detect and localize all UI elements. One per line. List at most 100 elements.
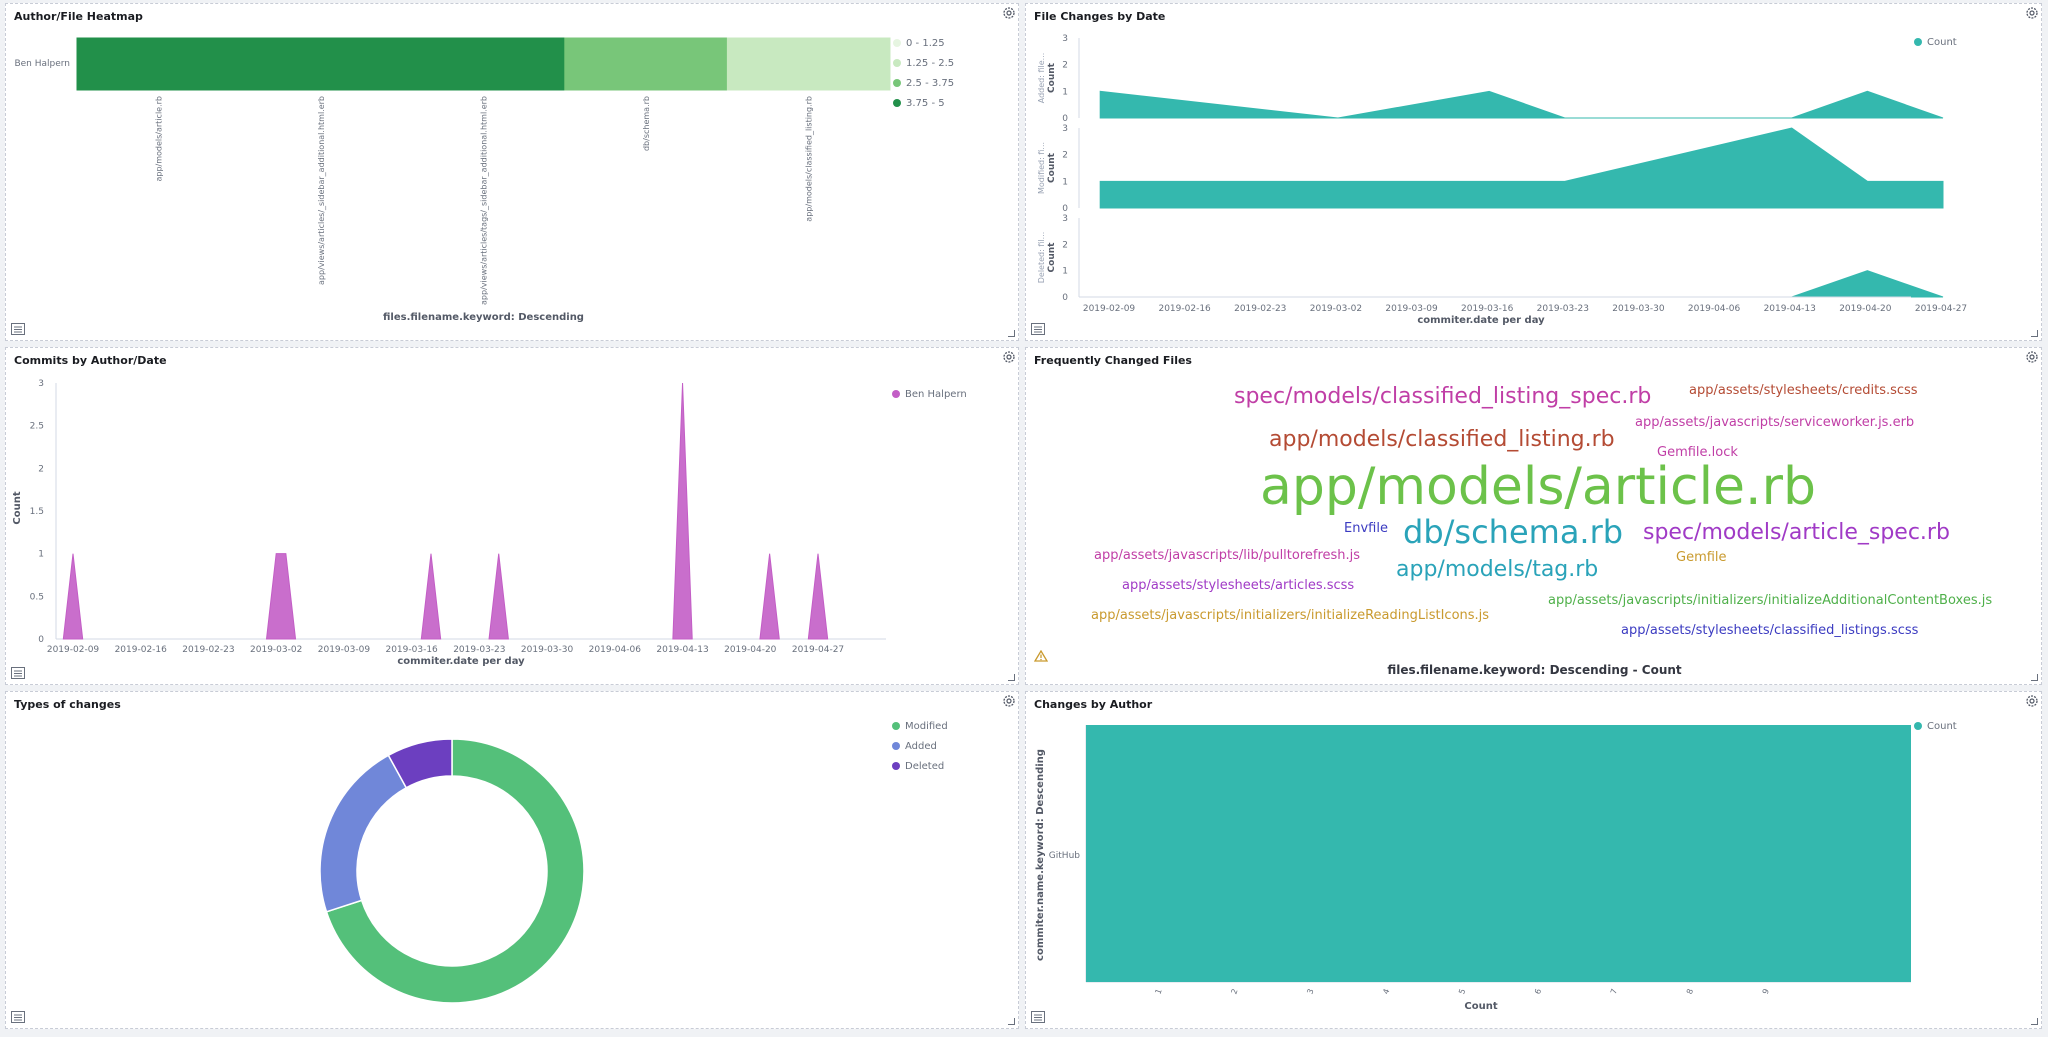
resize-handle[interactable] [1008,674,1015,681]
fc-y-tick: 3 [1062,124,1068,134]
gear-icon[interactable] [2025,694,2039,708]
legend-item[interactable]: Added [892,736,948,756]
fc-count-label: Count [1047,152,1057,183]
commits-y-tick: 1.5 [30,507,44,517]
bar-y-label: commiter.name.keyword: Descending [1035,749,1046,961]
legend-item[interactable]: 0 - 1.25 [893,33,954,53]
donut-slice [387,738,453,789]
wordcloud-caption: files.filename.keyword: Descending - Cou… [1387,663,1682,677]
fc-x-caption: commiter.date per day [1417,315,1545,326]
gear-icon[interactable] [2025,6,2039,20]
commits-y-tick: 0.5 [30,592,44,602]
bar-legend: Count [1914,716,1957,736]
fc-x-tick: 2019-02-16 [1158,304,1211,314]
commits-x-tick: 2019-04-06 [589,645,642,655]
list-icon[interactable] [1031,323,1045,335]
commits-peak [488,553,509,640]
fc-y-tick: 3 [1062,214,1068,224]
commits-x-tick: 2019-02-09 [47,645,100,655]
word-article-rb[interactable]: app/models/article.rb [1260,457,1816,517]
commits-x-tick: 2019-02-16 [115,645,168,655]
legend-item[interactable]: Deleted [892,756,948,776]
author-bar [1086,725,1911,982]
list-icon[interactable] [1031,1011,1045,1023]
word-spec-classified-listing[interactable]: spec/models/classified_listing_spec.rb [1234,384,1652,409]
list-icon[interactable] [11,323,25,335]
commits-y-label: Count [12,491,23,524]
panel-changes-by-author: Changes by Author commiter.name.keyword:… [1025,691,2042,1029]
commits-y-tick: 2.5 [30,422,44,432]
fc-y-tick: 2 [1062,151,1068,161]
resize-handle[interactable] [2031,1018,2038,1025]
legend-item[interactable]: 2.5 - 3.75 [893,73,954,93]
commits-chart: Count 0 0.5 1 1.5 2 2.5 3 2019-02-09 2019-02-16 2… [12,379,886,655]
list-icon[interactable] [11,1011,25,1023]
fc-y-tick: 0 [1062,293,1068,303]
legend-item[interactable]: Count [1914,32,1957,52]
gear-icon[interactable] [2025,350,2039,364]
heatmap-cell [76,37,241,91]
commits-x-tick: 2019-04-27 [792,645,844,655]
word-article-spec[interactable]: spec/models/article_spec.rb [1643,520,1950,545]
resize-handle[interactable] [2031,330,2038,337]
commits-x-tick: 2019-03-30 [521,645,574,655]
legend-item[interactable]: 1.25 - 2.5 [893,53,954,73]
commits-x-tick: 2019-04-20 [724,645,777,655]
word-pulltorefresh[interactable]: app/assets/javascripts/lib/pulltorefresh… [1094,548,1361,563]
types-legend: Modified Added Deleted [892,716,948,776]
fc-row-label: Modified: fi... [1037,142,1046,194]
resize-handle[interactable] [1008,330,1015,337]
legend-dot [892,722,900,730]
bar-x-tick: 9 [1761,988,1771,996]
panel-title: Author/File Heatmap [14,10,143,23]
commits-legend: Ben Halpern [892,384,967,404]
legend-item[interactable]: Modified [892,716,948,736]
panel-file-changes-by-date: File Changes by Date 0 1 2 3 Added: file... C… [1025,3,2042,341]
fc-x-tick: 2019-03-16 [1461,304,1514,314]
resize-handle[interactable] [1008,1018,1015,1025]
word-credits-scss[interactable]: app/assets/stylesheets/credits.scss [1689,383,1918,398]
donut-slice [325,738,585,1004]
gear-icon[interactable] [1002,6,1016,20]
heatmap-cell [726,37,891,91]
legend-dot [893,79,901,87]
legend-item[interactable]: Count [1914,716,1957,736]
bar-category-label: GitHub [1049,851,1080,861]
word-gemfile[interactable]: Gemfile [1676,550,1727,565]
word-tag-rb[interactable]: app/models/tag.rb [1396,557,1599,582]
commits-peak [265,553,297,640]
commits-peak [672,382,693,640]
fc-x-tick: 2019-04-20 [1839,304,1892,314]
word-articles-scss[interactable]: app/assets/stylesheets/articles.scss [1122,578,1355,593]
legend-dot [893,99,901,107]
fc-y-tick: 1 [1062,177,1068,187]
word-reading-list[interactable]: app/assets/javascripts/initializers/init… [1091,608,1490,623]
fc-x-tick: 2019-04-27 [1915,304,1967,314]
heatmap-x-tick: app/models/article.rb [154,96,163,182]
heatmap-row-label: Ben Halpern [14,59,70,69]
legend-dot [893,59,901,67]
legend-item[interactable]: 3.75 - 5 [893,93,954,113]
legend-item[interactable]: Ben Halpern [892,384,967,404]
gear-icon[interactable] [1002,694,1016,708]
bar-x-caption: Count [1464,1001,1498,1012]
bar-x-tick: 2 [1229,988,1239,996]
resize-handle[interactable] [2031,674,2038,681]
word-additional-content[interactable]: app/assets/javascripts/initializers/init… [1548,593,1993,608]
bar-x-tick: 5 [1457,988,1467,996]
word-gemfile-lock[interactable]: Gemfile.lock [1657,445,1738,460]
word-classified-listing[interactable]: app/models/classified_listing.rb [1269,427,1615,452]
legend-dot [892,390,900,398]
gear-icon[interactable] [1002,350,1016,364]
word-schema-rb[interactable]: db/schema.rb [1403,513,1624,551]
word-envfile[interactable]: Envfile [1344,521,1388,536]
fc-x-tick: 2019-04-13 [1764,304,1816,314]
word-serviceworker[interactable]: app/assets/javascripts/serviceworker.js.… [1635,415,1915,430]
legend-dot [892,742,900,750]
commits-peak [807,553,829,640]
list-icon[interactable] [11,667,25,679]
word-classified-listings-scss[interactable]: app/assets/stylesheets/classified_listin… [1621,623,1919,638]
fc-y-tick: 2 [1062,240,1068,250]
warning-icon[interactable] [1034,650,1048,662]
fc-area-series [1099,90,1944,119]
